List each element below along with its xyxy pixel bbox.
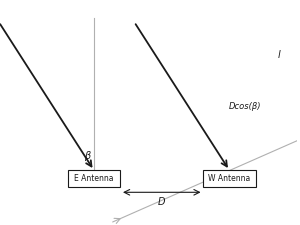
- Text: β: β: [84, 151, 91, 162]
- Text: W Antenna: W Antenna: [208, 174, 250, 183]
- FancyBboxPatch shape: [203, 171, 256, 187]
- FancyBboxPatch shape: [68, 171, 120, 187]
- Text: l: l: [278, 50, 280, 60]
- Text: D: D: [158, 197, 166, 207]
- Text: Dcos(β): Dcos(β): [229, 102, 261, 111]
- Text: E Antenna: E Antenna: [74, 174, 114, 183]
